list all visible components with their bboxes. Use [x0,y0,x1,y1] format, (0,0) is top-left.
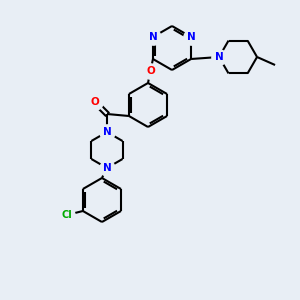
Text: N: N [148,32,157,42]
Text: O: O [146,66,155,76]
Text: N: N [103,163,111,173]
Text: Cl: Cl [61,210,72,220]
Text: N: N [103,127,111,137]
Text: O: O [91,97,99,107]
Text: N: N [187,32,195,42]
Text: N: N [215,52,224,62]
